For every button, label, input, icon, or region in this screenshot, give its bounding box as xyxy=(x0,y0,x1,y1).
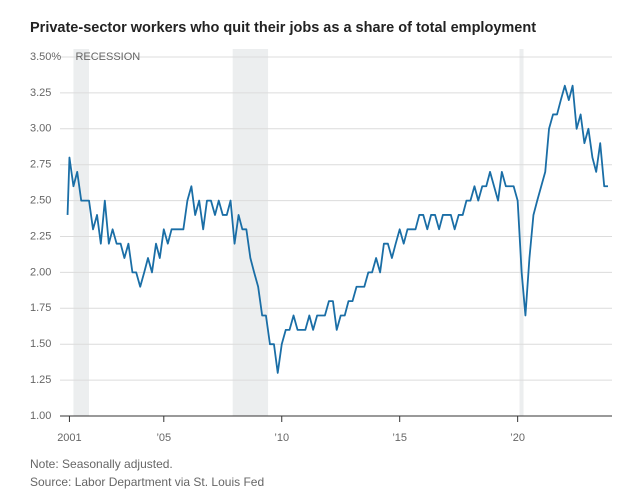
y-tick-label: 1.75 xyxy=(30,302,51,314)
y-tick-label: 2.25 xyxy=(30,230,51,242)
recession-band xyxy=(232,49,269,416)
y-tick-label: 1.25 xyxy=(30,374,51,386)
annotation: RECESSION xyxy=(75,51,140,63)
chart-title: Private-sector workers who quit their jo… xyxy=(30,20,536,36)
y-tick-label: 3.25 xyxy=(30,87,51,99)
line xyxy=(66,84,608,374)
x-tick-label: ’20 xyxy=(510,432,525,444)
recession-band xyxy=(73,49,90,416)
y-tick-label: 3.50% xyxy=(30,51,61,63)
x-tick-label: ’10 xyxy=(274,432,289,444)
y-tick-label: 1.50 xyxy=(30,338,51,350)
note: Note: Seasonally adjusted. xyxy=(30,457,173,471)
y-tick-label: 2.75 xyxy=(30,159,51,171)
y-tick-label: 2.50 xyxy=(30,195,51,207)
y-tick-label: 3.00 xyxy=(30,123,51,135)
recession-band xyxy=(519,49,524,416)
x-tick-label: ’15 xyxy=(392,432,407,444)
source: Source: Labor Department via St. Louis F… xyxy=(30,475,264,489)
x-tick-label: ’05 xyxy=(156,432,171,444)
y-tick-label: 2.00 xyxy=(30,266,51,278)
y-tick-label: 1.00 xyxy=(30,410,51,422)
x-tick-label: 2001 xyxy=(57,432,81,444)
